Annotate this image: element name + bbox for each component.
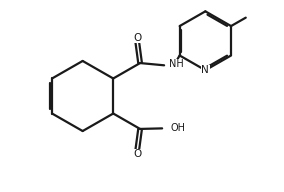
Text: OH: OH bbox=[170, 123, 185, 133]
Text: O: O bbox=[133, 149, 141, 159]
Text: N: N bbox=[201, 65, 209, 75]
Text: O: O bbox=[133, 33, 141, 43]
Text: NH: NH bbox=[169, 60, 184, 70]
